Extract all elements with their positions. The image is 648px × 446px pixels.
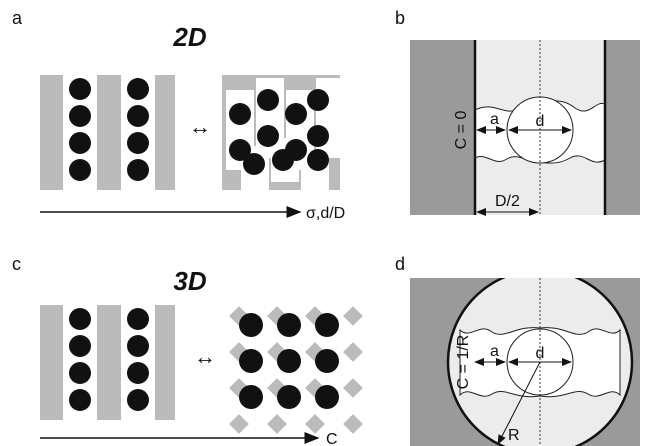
axis-label: C <box>326 431 338 446</box>
a-label: a <box>490 343 499 360</box>
panel-title: 2D <box>172 22 206 52</box>
wall-label: C = 0 <box>453 111 470 150</box>
figure: a 2D ↔ σ,d/D b C = 0 a d D/2 c 3D ↔ C d … <box>0 0 648 446</box>
particle <box>257 89 279 111</box>
particle <box>277 385 301 409</box>
axis-label: σ,d/D <box>306 205 345 222</box>
particle <box>307 125 329 147</box>
particle <box>69 308 91 330</box>
particle <box>239 313 263 337</box>
particle <box>127 78 149 100</box>
particle <box>229 103 251 125</box>
particle <box>127 308 149 330</box>
panel-label: a <box>12 8 23 28</box>
particle <box>69 335 91 357</box>
particle <box>127 132 149 154</box>
particle <box>315 349 339 373</box>
channel <box>410 40 640 215</box>
particle <box>315 313 339 337</box>
particle <box>127 362 149 384</box>
particle <box>69 105 91 127</box>
particle <box>285 103 307 125</box>
radius-label: R <box>508 427 520 444</box>
particle <box>257 125 279 147</box>
arrow-symbol: ↔ <box>194 344 216 369</box>
particle <box>307 89 329 111</box>
arrow-symbol: ↔ <box>189 114 211 139</box>
particle <box>127 389 149 411</box>
particle <box>69 78 91 100</box>
particle <box>69 159 91 181</box>
particle <box>239 385 263 409</box>
particle <box>127 335 149 357</box>
particle <box>272 149 294 171</box>
panel-label: d <box>395 254 405 274</box>
pore <box>410 270 640 446</box>
d-label: d <box>536 113 545 130</box>
particle <box>277 313 301 337</box>
wall-label: C = 1/R <box>455 335 472 390</box>
panel-label: c <box>12 254 21 274</box>
particle <box>307 149 329 171</box>
particle <box>239 349 263 373</box>
panel-label: b <box>395 8 405 28</box>
panel-title: 3D <box>173 266 206 296</box>
particle <box>127 105 149 127</box>
particle <box>277 349 301 373</box>
particle <box>69 362 91 384</box>
particle <box>315 385 339 409</box>
d-label: d <box>536 345 545 362</box>
a-label: a <box>490 111 499 128</box>
width-label: D/2 <box>495 193 520 210</box>
particle <box>69 132 91 154</box>
particle <box>243 153 265 175</box>
particle <box>127 159 149 181</box>
particle <box>69 389 91 411</box>
